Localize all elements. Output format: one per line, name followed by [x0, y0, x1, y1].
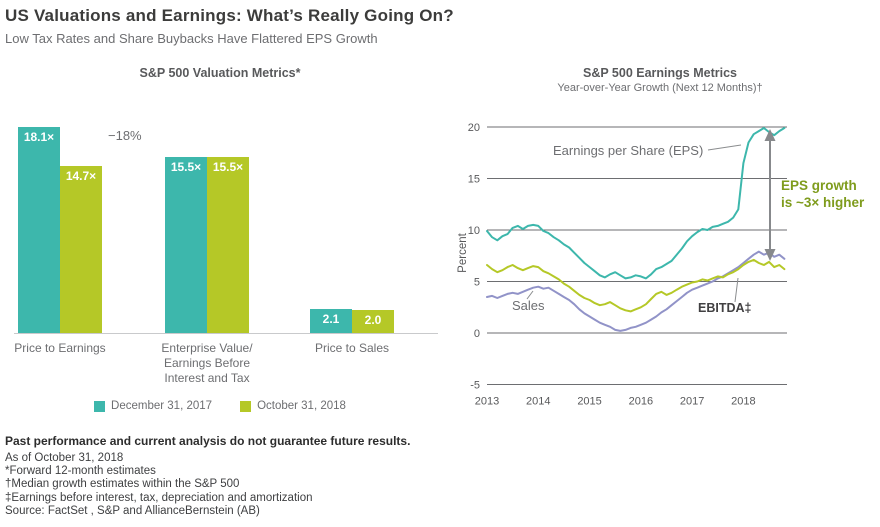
x-tick-label: 2015 [577, 396, 601, 408]
arrowhead-up-icon [764, 129, 776, 141]
footnote-ebitda-definition: ‡Earnings before interest, tax, deprecia… [5, 491, 313, 504]
bar-enterprise-value--2018: 15.5× [207, 157, 249, 333]
pe-change-annotation: −18% [108, 128, 142, 143]
y-tick-label: 15 [468, 174, 480, 186]
bar-chart-title: S&P 500 Valuation Metrics* [139, 66, 301, 80]
eps-growth-annotation: EPS growth [781, 178, 857, 193]
bar-price-to-earnings-2017: 18.1× [18, 127, 60, 333]
bar-value-label: 2.1 [322, 312, 340, 326]
page-title: US Valuations and Earnings: What’s Reall… [5, 6, 454, 25]
line-chart-subtitle: Year-over-Year Growth (Next 12 Months)† [557, 82, 763, 94]
eps-line-label: Earnings per Share (EPS) [553, 143, 703, 158]
eps-pointer-line [707, 144, 742, 151]
bar-price-to-sales-2018: 2.0 [352, 310, 394, 333]
y-tick-label: 10 [468, 225, 480, 237]
ebitda-line-label: EBITDA‡ [698, 301, 752, 315]
bar-value-label: 14.7× [65, 169, 97, 183]
legend-swatch-green [240, 400, 252, 412]
footnote-as-of: As of October 31, 2018 [5, 452, 124, 464]
arrowhead-down-icon [764, 249, 776, 261]
bar-value-label: 18.1× [23, 130, 55, 144]
legend-item-oct-2018: October 31, 2018 [240, 400, 346, 412]
series-line-ebitda [486, 258, 786, 313]
x-tick-label: 2018 [731, 396, 755, 408]
bar-value-label: 15.5× [170, 160, 202, 174]
footnotes: Past performance and current analysis do… [5, 434, 565, 518]
bar-category-label: Price to Sales [314, 341, 390, 355]
footnote-forward-estimates: *Forward 12-month estimates [5, 465, 156, 478]
x-tick-label: 2017 [680, 396, 704, 408]
legend-swatch-teal [94, 400, 106, 412]
bar-chart-baseline [14, 333, 438, 334]
ebitda-pointer-line [734, 277, 739, 303]
sales-pointer-line [526, 290, 534, 300]
series-line-eps [486, 127, 786, 280]
series-line-sales [486, 250, 786, 332]
disclaimer: Past performance and current analysis do… [5, 434, 411, 448]
bar-price-to-earnings-2018: 14.7× [60, 166, 102, 333]
sales-line-label: Sales [512, 298, 545, 313]
source-line: Source: FactSet , S&P and AllianceBernst… [5, 504, 260, 517]
bar-category-label: Enterprise Value/ Earnings Before Intere… [161, 341, 253, 385]
footnote-median-growth: †Median growth estimates within the S&P … [5, 478, 240, 491]
y-tick-label: 20 [468, 122, 480, 134]
bar-price-to-sales-2017: 2.1 [310, 309, 352, 333]
bar-value-label: 2.0 [364, 313, 382, 327]
x-tick-label: 2014 [526, 396, 550, 408]
eps-growth-annotation: is ~3× higher [781, 195, 865, 210]
legend: December 31, 2017 October 31, 2018 [10, 400, 430, 412]
y-tick-label: 5 [474, 277, 480, 289]
page-subtitle: Low Tax Rates and Share Buybacks Have Fl… [5, 31, 378, 46]
bar-enterprise-value--2017: 15.5× [165, 157, 207, 333]
x-tick-label: 2016 [629, 396, 653, 408]
bar-value-label: 15.5× [212, 160, 244, 174]
legend-label-oct-2018: October 31, 2018 [257, 400, 346, 412]
y-tick-label: 0 [474, 328, 480, 340]
legend-label-dec-2017: December 31, 2017 [111, 400, 213, 412]
line-chart-title: S&P 500 Earnings Metrics [582, 66, 737, 80]
x-tick-label: 2013 [475, 396, 499, 408]
y-tick-label: -5 [470, 380, 480, 392]
bar-category-label: Price to Earnings [14, 341, 106, 355]
legend-item-dec-2017: December 31, 2017 [94, 400, 212, 412]
